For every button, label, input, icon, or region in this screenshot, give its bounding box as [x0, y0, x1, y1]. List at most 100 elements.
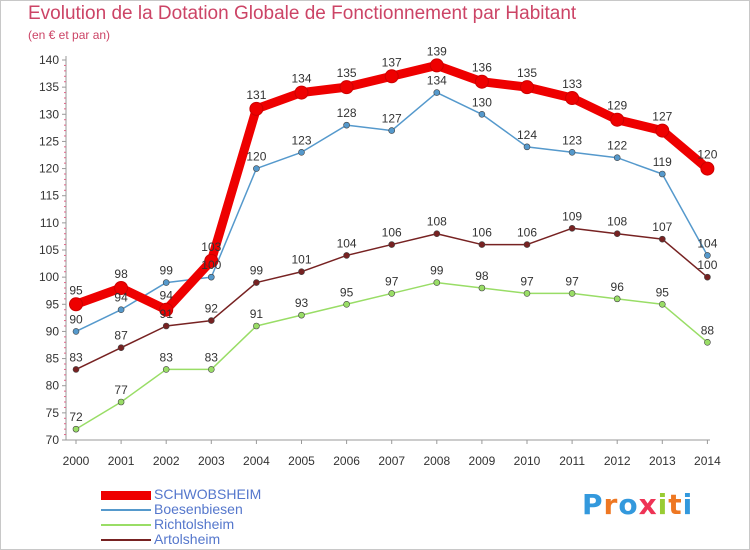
data-label: 88: [701, 323, 715, 337]
data-point: [117, 344, 125, 352]
data-point: [433, 89, 441, 96]
data-point: [613, 295, 621, 303]
data-point: [298, 311, 305, 319]
proxiti-logo: Proxiti: [582, 488, 694, 521]
data-label: 91: [160, 307, 174, 321]
data-label: 95: [656, 285, 670, 299]
data-point: [568, 224, 576, 232]
data-point: [298, 148, 305, 156]
data-label: 131: [246, 88, 266, 102]
data-label: 100: [697, 258, 717, 272]
y-tick-label: 95: [46, 297, 60, 311]
legend-label: Artolsheim: [154, 531, 221, 547]
data-point: [208, 273, 215, 281]
data-point: [704, 338, 711, 346]
x-tick-label: 2009: [469, 454, 496, 468]
legend-item-richtolsheim: Richtolsheim: [101, 516, 331, 533]
data-label: 128: [337, 106, 357, 120]
data-point: [72, 328, 80, 335]
chart-title: Evolution de la Dotation Globale de Fonc…: [28, 3, 577, 24]
data-label: 119: [653, 155, 672, 169]
data-label: 99: [430, 264, 444, 278]
data-point: [478, 110, 486, 118]
legend-item-artolsheim: Artolsheim: [101, 531, 331, 548]
data-point: [478, 241, 486, 248]
y-tick-label: 85: [46, 352, 60, 366]
data-point: [204, 253, 219, 268]
data-label: 94: [160, 289, 174, 303]
x-tick-label: 2004: [243, 454, 270, 468]
data-point: [114, 281, 129, 295]
y-tick-label: 70: [46, 433, 60, 447]
series-richtolsheim: [72, 279, 711, 433]
data-label: 83: [160, 350, 174, 364]
data-point: [384, 69, 399, 84]
data-point: [162, 366, 170, 373]
data-label: 100: [201, 258, 221, 272]
data-label: 108: [607, 215, 627, 229]
legend-swatch: [101, 509, 151, 511]
data-point: [613, 154, 621, 162]
data-label: 101: [291, 253, 311, 267]
data-point: [249, 101, 264, 116]
series-artolsheim: [72, 224, 711, 373]
data-label: 106: [472, 226, 492, 240]
data-point: [162, 279, 170, 286]
legend-swatch: [101, 490, 151, 500]
data-point: [388, 127, 396, 134]
legend-item-boesenbiesen: Boesenbiesen: [101, 501, 331, 518]
data-label: 120: [697, 148, 717, 162]
data-point: [253, 279, 260, 286]
data-label: 127: [382, 112, 402, 126]
data-point: [478, 284, 486, 292]
data-label: 106: [517, 226, 537, 240]
data-point: [159, 302, 174, 317]
data-label: 83: [205, 350, 219, 364]
legend-swatch: [101, 524, 151, 526]
x-tick-label: 2006: [333, 454, 360, 468]
data-label: 135: [517, 66, 537, 80]
y-tick-label: 100: [39, 270, 59, 284]
x-tick-label: 2010: [514, 454, 541, 468]
data-label: 135: [337, 66, 357, 80]
data-label: 98: [114, 267, 128, 281]
data-point: [343, 300, 350, 308]
data-label: 137: [382, 55, 402, 69]
x-tick-label: 2000: [63, 454, 90, 468]
data-point: [298, 268, 305, 276]
data-label: 122: [607, 139, 627, 153]
data-label: 99: [160, 264, 174, 278]
data-point: [208, 317, 215, 324]
y-tick-label: 75: [46, 406, 60, 420]
legend-label: Boesenbiesen: [154, 501, 243, 517]
data-point: [253, 165, 260, 172]
data-label: 94: [114, 291, 128, 305]
y-tick-label: 135: [39, 80, 59, 94]
legend-swatch: [101, 539, 151, 541]
data-point: [520, 80, 534, 95]
series-boesenbiesen: [72, 89, 711, 335]
data-label: 136: [472, 61, 492, 75]
data-point: [704, 273, 711, 281]
data-point: [523, 290, 531, 297]
data-point: [388, 290, 396, 297]
x-tick-label: 2005: [288, 454, 315, 468]
x-tick-label: 2014: [694, 454, 721, 468]
x-tick-label: 2002: [153, 454, 180, 468]
data-label: 90: [69, 312, 83, 326]
x-tick-label: 2003: [198, 454, 225, 468]
series-schwobsheim: [69, 58, 715, 317]
data-point: [69, 297, 83, 312]
data-label: 130: [472, 95, 492, 109]
data-label: 72: [69, 410, 83, 424]
data-point: [704, 252, 711, 259]
data-point: [117, 306, 125, 314]
data-point: [433, 230, 441, 238]
data-label: 123: [562, 133, 582, 147]
data-point: [610, 112, 625, 127]
y-tick-label: 140: [39, 53, 59, 67]
chart-subtitle: (en € et par an): [28, 28, 111, 42]
data-label: 95: [69, 283, 83, 297]
